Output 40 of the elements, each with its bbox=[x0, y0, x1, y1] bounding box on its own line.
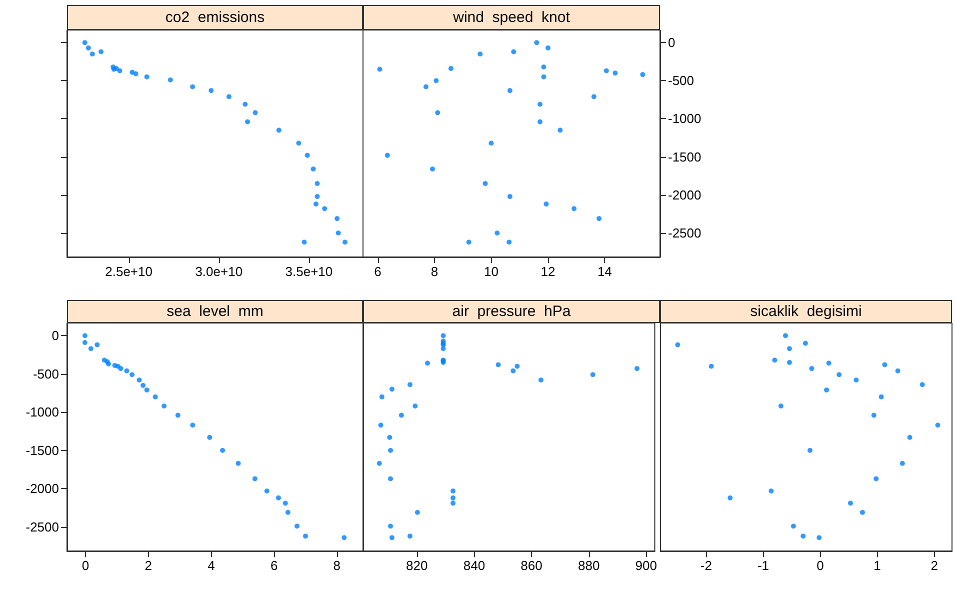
x-tick-label: -2 bbox=[700, 558, 712, 573]
x-tick-label: 860 bbox=[520, 558, 542, 573]
x-tick-label: 880 bbox=[578, 558, 600, 573]
x-tick-label: 8 bbox=[430, 264, 438, 279]
x-tick-label: 3.5e+10 bbox=[285, 264, 333, 279]
x-tick-label: 900 bbox=[635, 558, 658, 573]
y-tick-label: -1500 bbox=[26, 442, 59, 458]
x-tick-label: 840 bbox=[463, 558, 486, 573]
x-tick-label: 4 bbox=[208, 558, 215, 573]
y-tick-label: -1500 bbox=[668, 149, 702, 164]
x-tick-label: 6 bbox=[374, 264, 382, 279]
x-tick-label: 2 bbox=[144, 558, 152, 573]
x-tick-label: 8 bbox=[333, 558, 341, 573]
y-tick-label: -500 bbox=[32, 366, 59, 382]
y-tick-label: -1000 bbox=[26, 404, 59, 420]
x-tick-label: 0 bbox=[82, 558, 90, 573]
y-tick-label: -2500 bbox=[668, 226, 702, 241]
y-tick-label: -2000 bbox=[668, 187, 702, 202]
x-tick-label: 2 bbox=[930, 558, 938, 573]
chart-title: co2 emissions bbox=[67, 5, 363, 30]
y-tick-label: -2000 bbox=[26, 481, 59, 496]
x-tick-label: -1 bbox=[757, 558, 770, 573]
chart-title: sicaklik degisimi bbox=[660, 300, 952, 323]
x-tick-label: 2.5e+10 bbox=[105, 264, 152, 279]
x-tick-label: 820 bbox=[406, 558, 428, 573]
x-tick-label: 12 bbox=[540, 264, 556, 279]
y-tick-label: 0 bbox=[668, 35, 676, 50]
x-tick-label: 1 bbox=[874, 558, 881, 573]
y-tick-label: -500 bbox=[668, 73, 694, 88]
x-tick-label: 14 bbox=[597, 264, 612, 279]
chart-title: sea level mm bbox=[67, 300, 363, 323]
x-tick-label: 6 bbox=[270, 558, 278, 573]
y-tick-label: -1000 bbox=[668, 111, 702, 126]
y-tick-label: 0 bbox=[52, 328, 59, 344]
x-tick-label: 0 bbox=[816, 558, 824, 573]
y-tick-label: -2500 bbox=[26, 519, 59, 534]
x-tick-label: 3.0e+10 bbox=[195, 264, 243, 279]
x-tick-label: 10 bbox=[484, 264, 498, 279]
chart-title: air pressure hPa bbox=[363, 300, 660, 323]
chart-title: wind speed knot bbox=[363, 5, 660, 30]
